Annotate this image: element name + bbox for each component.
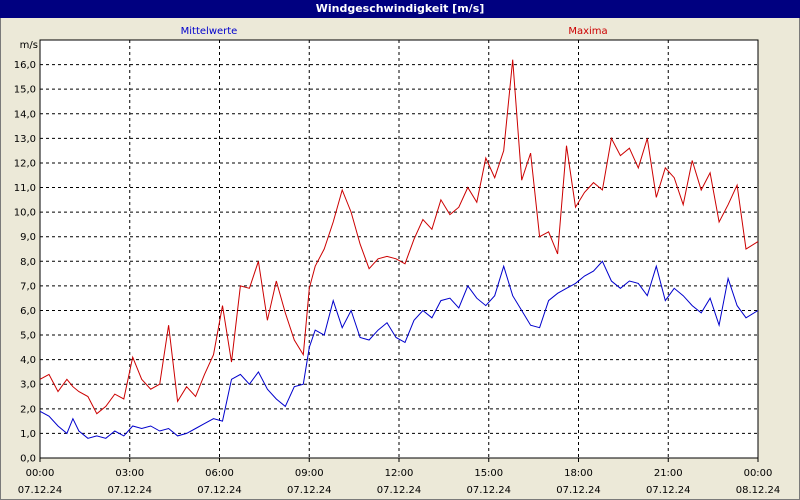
y-tick-label: 8,0 [20,257,36,268]
legend-maxima: Maxima [568,26,607,37]
y-tick-label: 2,0 [20,404,36,415]
y-tick-label: 14,0 [14,109,36,120]
series-line-mittelwerte [39,260,759,439]
x-tick-date: 07.12.24 [646,485,691,496]
x-tick-time: 12:00 [385,468,414,479]
x-tick-time: 00:00 [744,468,773,479]
x-tick-date: 07.12.24 [18,485,63,496]
x-tick-time: 00:00 [26,468,55,479]
x-tick-time: 09:00 [295,468,324,479]
grid-lines [40,40,758,458]
x-tick-date: 07.12.24 [107,485,152,496]
y-axis-label: m/s [20,40,38,51]
y-tick-label: 0,0 [20,454,36,465]
y-tick-label: 5,0 [20,331,36,342]
x-tick-date: 07.12.24 [287,485,332,496]
y-tick-label: 9,0 [20,232,36,243]
y-tick-label: 12,0 [14,158,36,169]
y-tick-label: 1,0 [20,429,36,440]
series-lines [39,59,759,439]
x-tick-date: 07.12.24 [377,485,422,496]
y-tick-label: 16,0 [14,60,36,71]
x-tick-time: 06:00 [205,468,234,479]
y-tick-label: 10,0 [14,208,36,219]
y-tick-label: 13,0 [14,134,36,145]
x-tick-time: 15:00 [474,468,503,479]
y-tick-label: 3,0 [20,380,36,391]
x-tick-date: 07.12.24 [466,485,511,496]
y-tick-label: 7,0 [20,281,36,292]
x-tick-date: 08.12.24 [736,485,781,496]
y-tick-label: 4,0 [20,355,36,366]
y-tick-label: 15,0 [14,85,36,96]
x-tick-time: 18:00 [564,468,593,479]
x-axis-ticks: 00:00 07.12.24 03:00 07.12.24 06:00 07.12.24 0… [18,458,781,496]
y-tick-label: 11,0 [14,183,36,194]
x-tick-date: 07.12.24 [197,485,242,496]
series-line-maxima [39,59,759,415]
x-tick-time: 03:00 [115,468,144,479]
x-tick-date: 07.12.24 [556,485,601,496]
x-tick-time: 21:00 [654,468,683,479]
chart-title: Windgeschwindigkeit [m/s] [0,0,800,18]
legend-mittelwerte: Mittelwerte [181,26,238,37]
y-tick-label: 6,0 [20,306,36,317]
y-axis-ticks: 0,0 1,0 2,0 3,0 4,0 5,0 6,0 7,0 8,0 9,0 10,0 11,0 12… [14,60,36,464]
